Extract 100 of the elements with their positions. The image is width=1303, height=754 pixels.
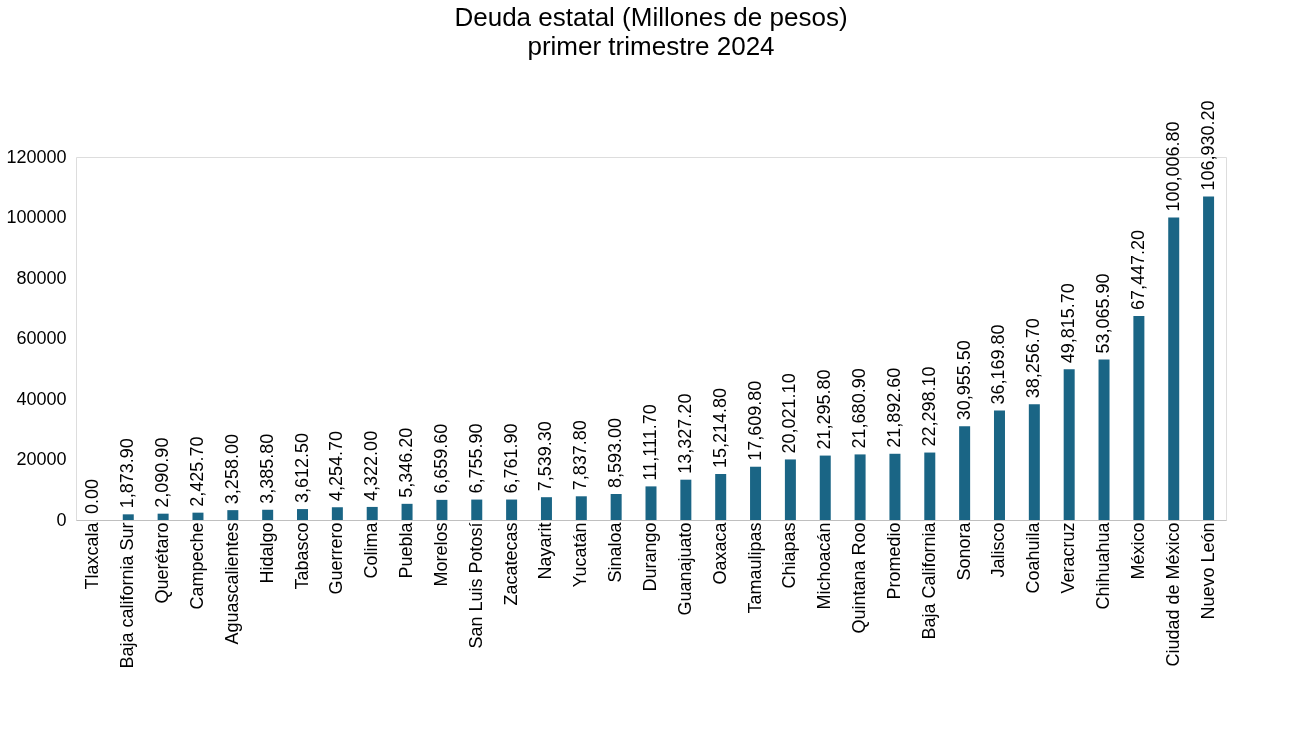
- data-label: 2,090.90: [152, 437, 173, 508]
- data-label: 106,930.20: [1197, 100, 1218, 191]
- x-tick-label: Tlaxcala: [82, 521, 103, 590]
- data-label: 21,680.90: [849, 368, 870, 449]
- bar: [401, 503, 413, 520]
- x-tick-label: Nuevo León: [1197, 522, 1218, 620]
- bar: [1168, 217, 1180, 520]
- x-tick-label: Guerrero: [326, 522, 347, 595]
- data-label: 4,322.00: [361, 430, 382, 501]
- x-tick-label: Aguascalientes: [221, 522, 242, 645]
- bar: [540, 497, 552, 520]
- y-tick-label: 0: [56, 509, 67, 530]
- data-label: 1,873.90: [117, 438, 138, 509]
- data-label: 6,761.90: [500, 423, 521, 494]
- bar: [1203, 196, 1215, 520]
- x-tick-label: San Luis Potosí: [465, 522, 486, 649]
- bar: [1063, 369, 1075, 520]
- data-label: 20,021.10: [779, 373, 800, 454]
- x-tick-label: Puebla: [396, 521, 417, 579]
- chart-subtitle: primer trimestre 2024: [527, 31, 775, 62]
- data-label: 30,955.50: [953, 340, 974, 421]
- x-tick-label: Sinaloa: [605, 521, 626, 583]
- data-label: 5,346.20: [396, 427, 417, 498]
- x-tick-label: Michoacán: [814, 522, 835, 610]
- bar: [993, 410, 1005, 520]
- bar: [227, 510, 239, 520]
- bar: [262, 509, 274, 520]
- bar: [366, 506, 378, 520]
- y-tick-label: 100000: [6, 207, 67, 227]
- x-tick-label: Guanajuato: [674, 522, 695, 616]
- bar: [331, 507, 343, 520]
- bar: [924, 452, 936, 520]
- x-tick-label: Durango: [640, 522, 660, 592]
- data-label: 11,111.70: [640, 404, 660, 481]
- bar: [715, 473, 727, 520]
- bar: [575, 496, 587, 520]
- x-tick-label: Sonora: [953, 521, 974, 581]
- data-label: 21,295.80: [814, 369, 835, 450]
- bar: [122, 514, 134, 520]
- data-label: 3,258.00: [221, 434, 242, 505]
- x-tick-label: Zacatecas: [500, 522, 521, 606]
- x-tick-label: Querétaro: [152, 522, 173, 604]
- data-label: 21,892.60: [883, 367, 904, 448]
- bar: [506, 499, 518, 520]
- y-tick-label: 120000: [6, 146, 67, 167]
- data-label: 36,169.80: [988, 324, 1009, 405]
- y-tick-label: 80000: [16, 267, 67, 288]
- data-label: 4,254.70: [326, 431, 347, 502]
- data-label: 53,065.90: [1093, 273, 1114, 354]
- data-label: 49,815.70: [1058, 283, 1079, 364]
- x-tick-label: Coahuila: [1023, 521, 1044, 594]
- bar: [610, 494, 622, 520]
- data-label: 6,659.60: [430, 423, 451, 494]
- x-tick-label: Oaxaca: [709, 521, 730, 585]
- data-label: 22,298.10: [918, 366, 939, 447]
- data-label: 67,447.20: [1127, 229, 1148, 310]
- data-label: 3,612.50: [291, 432, 312, 504]
- bar: [436, 499, 448, 520]
- bar: [645, 486, 657, 520]
- chart-title: Deuda estatal (Millones de pesos): [454, 2, 848, 33]
- y-tick-label: 20000: [16, 449, 67, 469]
- x-tick-label: Campeche: [186, 522, 207, 610]
- x-tick-label: Morelos: [430, 522, 451, 587]
- data-label: 0.00: [82, 478, 103, 514]
- data-label: 2,425.70: [186, 436, 207, 507]
- y-tick-label: 40000: [16, 388, 67, 409]
- x-tick-label: Promedio: [883, 522, 904, 600]
- x-tick-label: Baja California: [918, 521, 939, 640]
- data-label: 17,609.80: [744, 380, 765, 461]
- bar: [297, 509, 309, 520]
- data-label: 100,006.80: [1162, 121, 1183, 212]
- data-label: 13,327.20: [674, 393, 695, 474]
- bar: [1133, 315, 1145, 520]
- x-tick-label: Ciudad de México: [1162, 522, 1183, 667]
- data-label: 8,593.00: [605, 417, 626, 489]
- x-tick-label: Quintana Roo: [849, 522, 870, 634]
- x-tick-label: Chiapas: [779, 522, 800, 589]
- x-tick-label: Tabasco: [291, 522, 312, 590]
- data-label: 38,256.70: [1023, 318, 1044, 399]
- x-tick-label: Baja california Sur: [117, 522, 138, 669]
- data-label: 3,385.80: [256, 433, 277, 504]
- y-tick-label: 60000: [16, 328, 67, 348]
- x-tick-label: Veracruz: [1058, 522, 1079, 594]
- bar: [1028, 404, 1040, 520]
- bar: [854, 454, 866, 520]
- bar: [471, 499, 483, 520]
- bar: [819, 455, 831, 520]
- bar: [889, 453, 901, 520]
- x-tick-label: Chihuahua: [1093, 521, 1114, 610]
- bar: [784, 459, 796, 520]
- x-tick-label: Tamaulipas: [744, 522, 765, 614]
- bar: [192, 512, 204, 520]
- x-tick-label: Nayarit: [535, 522, 556, 580]
- data-label: 15,214.80: [709, 387, 730, 468]
- bar: [157, 513, 169, 520]
- x-tick-label: Colima: [361, 521, 382, 579]
- data-label: 7,837.80: [570, 420, 591, 491]
- x-tick-label: Yucatán: [570, 522, 591, 588]
- bar: [750, 466, 762, 520]
- x-tick-label: Hidalgo: [256, 522, 277, 584]
